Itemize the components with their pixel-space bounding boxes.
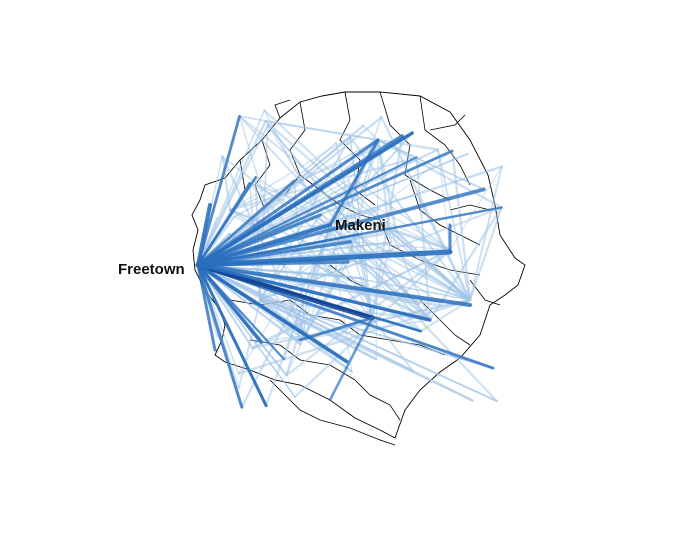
- flow-line: [329, 224, 441, 303]
- district-line: [354, 379, 401, 421]
- flow-line: [264, 120, 379, 141]
- district-line: [449, 204, 491, 211]
- flow-line: [298, 316, 374, 342]
- flow-line: [196, 213, 323, 267]
- flow-line: [295, 319, 431, 341]
- flow-line: [328, 316, 374, 402]
- district-line: [409, 179, 481, 246]
- flow-line: [196, 263, 378, 361]
- flow-line: [196, 179, 296, 267]
- flow-line: [196, 240, 352, 267]
- district-line: [269, 379, 396, 446]
- flow-line: [376, 138, 398, 232]
- flow-line: [355, 179, 451, 251]
- flow-line: [362, 124, 379, 141]
- flow-line: [196, 263, 264, 344]
- flow-line: [468, 206, 503, 302]
- flow-line: [340, 274, 471, 301]
- flow-line: [228, 156, 418, 212]
- flow-line: [229, 136, 351, 211]
- flow-line: [303, 260, 349, 337]
- city-label-makeni: Makeni: [335, 217, 386, 234]
- district-line: [419, 95, 471, 186]
- flow-line: [196, 138, 380, 267]
- flow-line: [196, 223, 332, 267]
- district-line: [274, 99, 291, 119]
- flow-line: [196, 206, 503, 267]
- flow-line: [196, 263, 268, 407]
- flow-line: [449, 166, 503, 251]
- flow-line: [197, 264, 498, 402]
- flow-line: [195, 262, 375, 321]
- flow-line: [376, 138, 392, 244]
- flow-line: [196, 203, 212, 267]
- flow-line: [196, 263, 307, 337]
- flow-line: [376, 138, 440, 151]
- flow-line: [468, 165, 503, 302]
- flow-line: [196, 131, 414, 267]
- flow-line: [347, 139, 379, 263]
- flow-line: [196, 263, 244, 409]
- flow-line: [380, 116, 472, 302]
- flow-line: [195, 249, 453, 268]
- flow-line: [196, 120, 267, 267]
- city-label-freetown: Freetown: [118, 261, 185, 278]
- flow-lines: [195, 109, 503, 409]
- flow-line: [415, 156, 431, 321]
- flow-line: [196, 263, 472, 307]
- flow-line: [196, 263, 415, 372]
- district-line: [429, 114, 466, 131]
- flow-line: [196, 156, 418, 267]
- flow-line: [258, 136, 352, 302]
- flow-line: [328, 138, 380, 227]
- flow-line: [285, 248, 452, 377]
- flow-line: [229, 132, 413, 211]
- flow-line: [196, 263, 432, 322]
- flow-line: [197, 109, 266, 266]
- country-outline: [191, 91, 526, 439]
- flow-line: [286, 334, 306, 376]
- flow-line: [196, 263, 217, 352]
- flow-line: [196, 181, 251, 267]
